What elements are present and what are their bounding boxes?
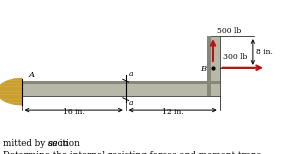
Text: A: A [29,71,35,79]
Bar [22,81,220,96]
Text: Determine the internal resisting forces and moment trans-: Determine the internal resisting forces … [3,151,264,154]
Text: 500 lb: 500 lb [217,27,242,35]
Text: 12 in.: 12 in. [162,108,184,116]
Wedge shape [0,79,22,105]
Text: in: in [57,139,68,148]
Text: a: a [129,99,134,107]
Text: aa: aa [48,139,58,148]
Text: mitted by section: mitted by section [3,139,83,148]
Text: 16 in.: 16 in. [63,108,85,116]
Text: 8 in.: 8 in. [256,48,273,56]
Text: 300 lb: 300 lb [223,53,247,61]
Text: a: a [129,70,134,78]
Bar [207,36,210,96]
Bar [22,81,220,84]
Text: B: B [200,65,206,73]
Bar [207,36,220,96]
